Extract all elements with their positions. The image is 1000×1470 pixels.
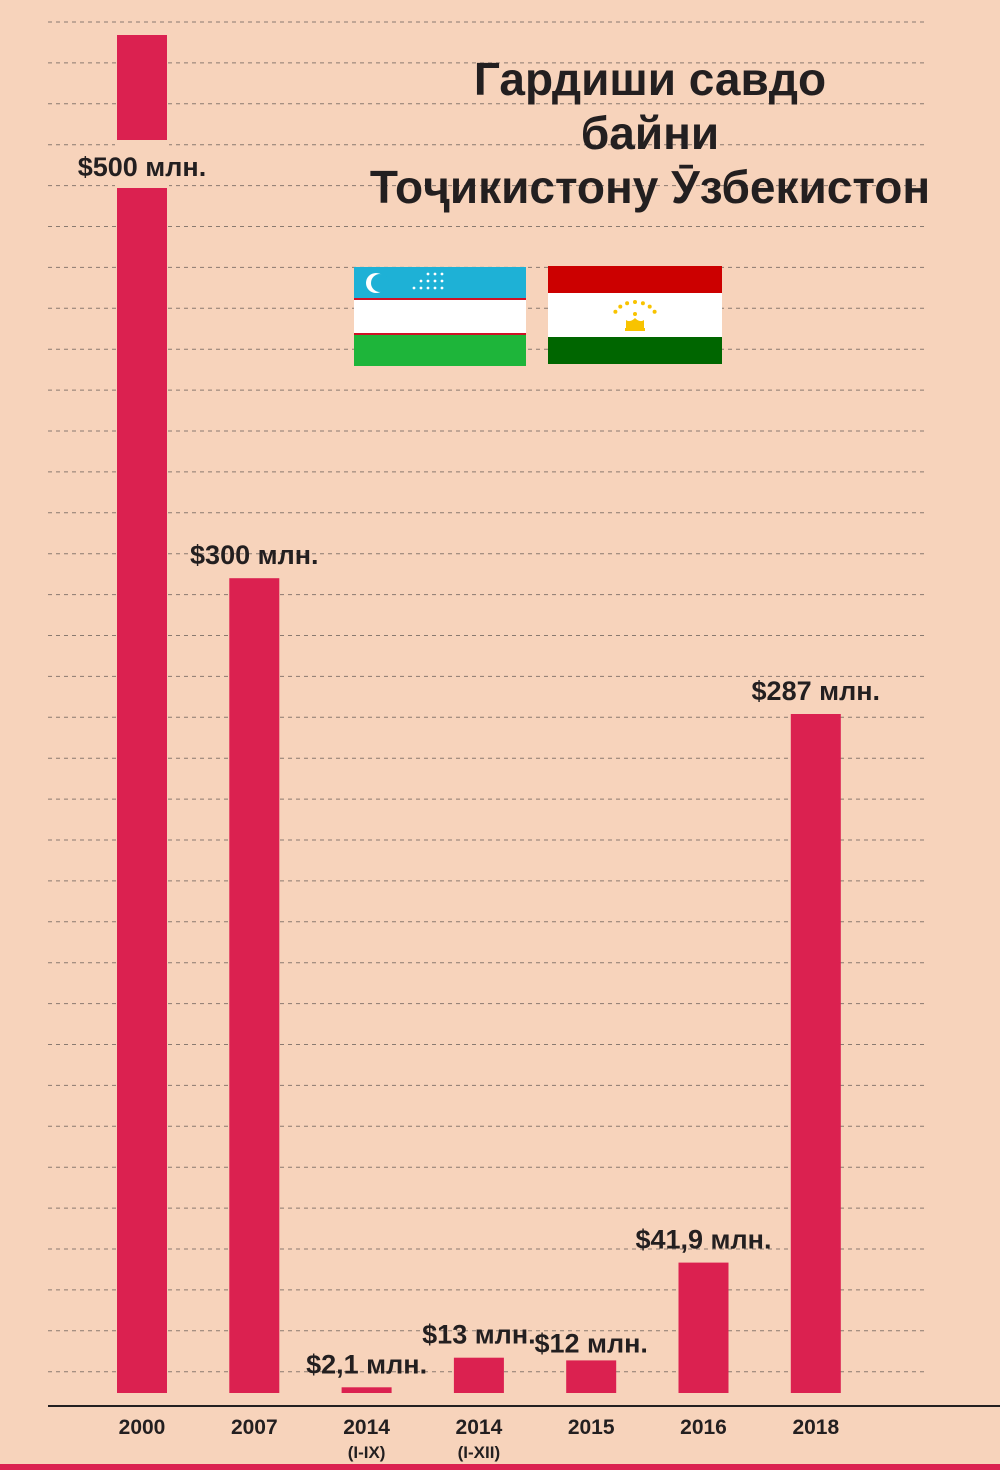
- bar-0: [117, 35, 167, 1393]
- bar-value-label-5: $41,9 млн.: [635, 1225, 771, 1255]
- tajikistan-flag: [548, 266, 722, 364]
- x-tick-label-1: 2007: [231, 1416, 278, 1439]
- chart-title: Гардиши савдо байни Тоҷикистону Ӯзбекист…: [330, 52, 970, 214]
- x-axis-ticks: 2000 2007 2014 (I-IX) 2014 (I-XII) 2015 2016 201…: [119, 1416, 840, 1462]
- uzbekistan-flag: [354, 267, 526, 366]
- bar-value-labels: $500 млн. $300 млн. $2,1 млн.$13 млн.$12 м…: [78, 152, 880, 1379]
- x-tick-label-6: 2018: [792, 1416, 839, 1439]
- title-line-1: Гардиши савдо: [473, 53, 827, 105]
- bar-label-gap: [115, 140, 169, 188]
- bar-value-label-2: $2,1 млн.: [306, 1349, 427, 1379]
- title-line-3: Тоҷикистону Ӯзбекистон: [369, 161, 931, 213]
- x-tick-label-3: 2014: [456, 1416, 503, 1439]
- bar-4: [566, 1360, 617, 1393]
- x-tick-label-4: 2015: [568, 1416, 615, 1439]
- bar-2: [341, 1387, 392, 1393]
- bar-1: [229, 578, 280, 1393]
- bar-value-label-6: $287 млн.: [752, 676, 881, 706]
- gridlines: [48, 21, 925, 1373]
- bar-value-label-3: $13 млн.: [422, 1320, 535, 1350]
- x-tick-label-2: 2014: [343, 1416, 390, 1439]
- bar-5: [678, 1262, 729, 1393]
- title-line-2: байни: [580, 107, 720, 159]
- x-tick-label-5: 2016: [680, 1416, 727, 1439]
- x-tick-sublabel-3: (I-XII): [458, 1443, 501, 1462]
- bar-6: [790, 714, 841, 1393]
- crown-icon: [613, 300, 657, 331]
- bar-value-label-1: $300 млн.: [190, 540, 319, 570]
- bottom-border: [0, 1464, 1000, 1470]
- x-tick-label-0: 2000: [119, 1416, 166, 1439]
- uzbekistan-flag-icon: [354, 267, 526, 366]
- tajikistan-flag-icon: [548, 266, 722, 364]
- bars: [115, 35, 841, 1393]
- x-tick-sublabel-2: (I-IX): [348, 1443, 386, 1462]
- bar-value-label-0: $500 млн.: [78, 152, 207, 182]
- bar-value-label-4: $12 млн.: [534, 1328, 647, 1358]
- bar-3: [453, 1357, 504, 1393]
